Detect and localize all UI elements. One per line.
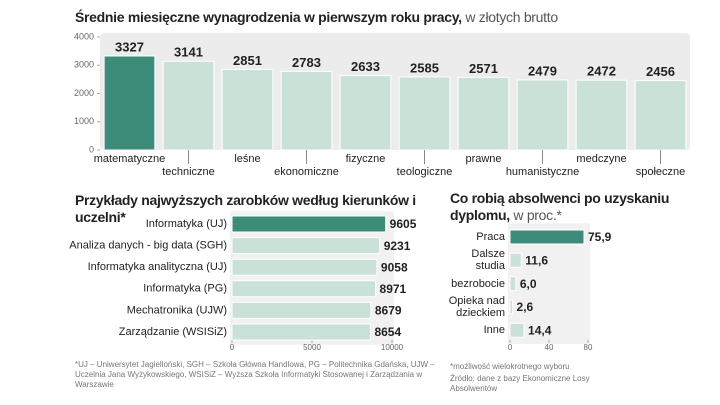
bar [231, 280, 377, 298]
value-label: 8679 [375, 304, 402, 318]
y-tick-label: Dalsze studia [471, 248, 505, 273]
y-tick-label: 3000 [74, 60, 94, 70]
y-tick-label: Informatyka (PG) [143, 283, 227, 295]
bar [457, 76, 510, 151]
chart-2-title-block: Przykłady najwyższych zarobków według ki… [75, 192, 445, 226]
value-label: 2633 [351, 59, 380, 74]
value-label: 14,4 [528, 323, 552, 337]
footnote: *możliwość wielokrotnego wyboru [450, 362, 570, 371]
bar [634, 80, 687, 151]
bar [509, 229, 585, 245]
value-label: 2,6 [517, 300, 534, 314]
y-tick-label: 0 [89, 144, 94, 154]
value-label: 2571 [469, 61, 498, 76]
bar [509, 299, 514, 315]
value-label: 2585 [410, 60, 439, 75]
value-label: 75,9 [588, 230, 612, 244]
value-label: 3141 [174, 45, 203, 60]
x-tick-label: fizyczne [346, 153, 386, 165]
value-label: 3327 [115, 39, 144, 54]
value-label: 2472 [587, 64, 616, 79]
bar [509, 252, 522, 268]
bar [280, 70, 333, 151]
x-tick-label: 5000 [303, 343, 321, 352]
bar [575, 79, 628, 151]
chart-title: Średnie miesięczne wynagrodzenia w pierw… [75, 9, 462, 25]
bar [509, 322, 525, 338]
value-label: 6,0 [520, 277, 537, 291]
y-tick-label: Mechatronika (UJW) [127, 304, 227, 316]
x-tick-label: medczyne [576, 153, 626, 165]
chart-title: Przykłady najwyższych zarobków według ki… [75, 192, 416, 225]
bar [221, 68, 274, 151]
bar [103, 55, 156, 151]
x-tick-label: prawne [465, 153, 501, 165]
bar [231, 258, 378, 276]
bar [339, 75, 392, 151]
x-tick-label: 80 [584, 343, 593, 352]
x-tick-label: humanistyczne [506, 166, 579, 178]
value-label: 9605 [390, 217, 417, 231]
value-label: 11,6 [525, 253, 548, 267]
footnote: *UJ – Uniwersytet Jagielloński, SGH – Sz… [75, 360, 435, 389]
bar [162, 60, 215, 151]
y-tick-label: 2000 [74, 88, 94, 98]
value-label: 8971 [380, 282, 407, 296]
x-tick-label: 0 [508, 343, 513, 352]
chart-3-title-block: Co robią absolwenci po uzyskaniu dyplomu… [450, 190, 700, 224]
y-tick-label: Opieka nad dzieckiem [448, 294, 505, 319]
value-label: 2851 [233, 53, 262, 68]
chart-subtitle: w złotych brutto [465, 9, 558, 25]
y-tick-label: 4000 [74, 31, 94, 41]
y-tick-label: Informatyka analityczna (UJ) [88, 261, 227, 273]
chart-title: Co robią absolwenci po uzyskaniu dyplomu… [450, 190, 670, 223]
x-tick-label: 10000 [381, 343, 404, 352]
bar [231, 301, 372, 319]
value-label: 2456 [646, 64, 675, 79]
bar [509, 276, 517, 292]
plot-background [230, 211, 394, 345]
y-tick-label: Praca [476, 231, 505, 243]
y-tick-label: Inne [483, 324, 505, 337]
footnote: Źródło: dane z bazy Ekonomiczne Losy Abs… [450, 374, 590, 393]
x-tick-label: 0 [230, 343, 235, 352]
chart-subtitle: w proc.* [513, 207, 562, 223]
value-label: 8654 [374, 325, 401, 339]
y-tick-label: Analiza danych - big data (SGH) [69, 240, 227, 252]
bar [231, 323, 371, 341]
bar [516, 79, 569, 151]
x-tick-label: techniczne [162, 166, 215, 178]
x-tick-label: ekonomiczne [274, 166, 339, 178]
value-label: 9058 [381, 260, 408, 274]
chart-1-title-block: Średnie miesięczne wynagrodzenia w pierw… [75, 9, 695, 26]
x-tick-label: teologiczne [397, 166, 453, 178]
x-tick-label: matematyczne [94, 153, 166, 165]
bar [231, 237, 381, 255]
bar [398, 76, 451, 151]
y-tick-label: 1000 [74, 116, 94, 126]
x-tick-label: leśne [234, 153, 260, 165]
bar [231, 215, 387, 233]
y-tick-label: bezrobocie [451, 277, 505, 290]
y-tick-label: Zarządzanie (WSISiZ) [119, 326, 227, 338]
x-tick-label: 40 [545, 343, 554, 352]
x-tick-label: społeczne [636, 166, 686, 178]
value-label: 9231 [384, 239, 411, 253]
value-label: 2783 [292, 55, 321, 70]
y-tick-label: Informatyka (UJ) [146, 218, 227, 230]
value-label: 2479 [528, 63, 557, 78]
